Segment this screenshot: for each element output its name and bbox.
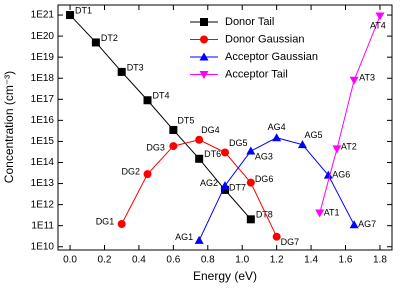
point-label: DT6 <box>204 149 221 159</box>
y-tick-label: 1E20 <box>31 31 55 42</box>
marker <box>200 35 208 44</box>
marker <box>117 67 126 76</box>
marker <box>220 181 230 190</box>
y-tick-label: 1E16 <box>31 115 55 126</box>
point-label: DT8 <box>256 210 273 220</box>
point-label: DT2 <box>101 33 118 43</box>
marker <box>246 146 256 155</box>
marker <box>315 209 325 218</box>
series-line <box>319 15 381 214</box>
marker <box>332 145 342 154</box>
x-tick-label: 0.6 <box>166 255 180 266</box>
marker <box>221 148 229 157</box>
y-tick-label: 1E13 <box>31 178 55 189</box>
point-label: DG4 <box>201 125 220 135</box>
point-label: AG2 <box>200 178 218 188</box>
y-tick-label: 1E15 <box>31 136 55 147</box>
x-tick-label: 1.2 <box>270 255 284 266</box>
legend-label: Acceptor Gaussian <box>225 51 318 63</box>
legend-label: Acceptor Tail <box>225 68 288 80</box>
plot-frame <box>57 4 393 251</box>
marker <box>199 71 209 79</box>
x-tick-label: 1.0 <box>235 255 249 266</box>
point-label: AT1 <box>324 207 340 217</box>
marker <box>375 12 385 21</box>
y-tick-label: 1E14 <box>31 157 55 168</box>
point-label: DT7 <box>229 182 246 192</box>
point-label: DT3 <box>127 62 144 72</box>
x-tick-label: 0.2 <box>98 255 112 266</box>
point-label: DG3 <box>146 142 165 152</box>
marker <box>297 140 307 149</box>
point-label: AT3 <box>359 73 375 83</box>
legend-label: Donor Tail <box>225 16 274 28</box>
point-label: AG7 <box>358 219 376 229</box>
marker <box>169 125 178 134</box>
marker <box>143 96 152 105</box>
x-tick-label: 0.4 <box>132 255 146 266</box>
marker <box>349 76 359 85</box>
marker <box>221 185 229 194</box>
point-label: DT4 <box>153 91 170 101</box>
y-tick-label: 1E18 <box>31 73 55 84</box>
y-axis-label: Concentration (cm⁻³) <box>2 71 16 183</box>
series-line <box>69 14 252 220</box>
point-label: AG6 <box>332 170 350 180</box>
marker <box>143 170 152 179</box>
legend: Donor Tail Donor Gaussian Acceptor Gaussia… <box>190 16 318 80</box>
point-label: AG1 <box>175 232 193 242</box>
marker <box>194 235 204 244</box>
legend-label: Donor Gaussian <box>225 33 305 45</box>
x-tick-label: 0.8 <box>201 255 215 266</box>
y-tick-label: 1E17 <box>31 94 55 105</box>
x-tick-label: 1.4 <box>304 255 318 266</box>
point-label: AG4 <box>268 122 286 132</box>
marker <box>169 142 178 151</box>
marker <box>195 154 204 163</box>
x-tick-label: 1.8 <box>373 255 387 266</box>
marker <box>272 133 282 142</box>
y-tick-label: 1E12 <box>31 199 55 210</box>
marker <box>246 215 255 224</box>
y-tick-label: 1E11 <box>31 220 54 231</box>
point-label: DT1 <box>75 5 92 15</box>
marker <box>195 135 204 144</box>
point-label: AG5 <box>304 130 322 140</box>
marker <box>200 18 208 26</box>
point-label: DG7 <box>281 237 300 247</box>
marker <box>199 52 209 61</box>
marker <box>246 178 255 187</box>
marker <box>323 170 333 179</box>
marker <box>91 38 100 47</box>
point-label: DT5 <box>177 115 194 125</box>
marker <box>349 220 359 229</box>
marker <box>117 220 126 229</box>
y-tick-label: 1E19 <box>31 52 55 63</box>
point-label: DG1 <box>96 216 115 226</box>
x-tick-label: 1.6 <box>339 255 353 266</box>
point-label: AT2 <box>341 141 357 151</box>
marker <box>272 232 281 241</box>
x-tick-label: 0.0 <box>63 255 77 266</box>
point-label: AG3 <box>255 151 273 161</box>
x-axis-label: Energy (eV) <box>193 269 257 283</box>
y-tick-label: 1E21 <box>31 10 55 21</box>
point-label: DG6 <box>255 174 274 184</box>
point-label: DG2 <box>122 167 141 177</box>
y-tick-label: 1E10 <box>31 241 55 252</box>
marker <box>66 11 75 20</box>
point-label: AT4 <box>370 20 386 30</box>
point-label: DG5 <box>229 138 248 148</box>
